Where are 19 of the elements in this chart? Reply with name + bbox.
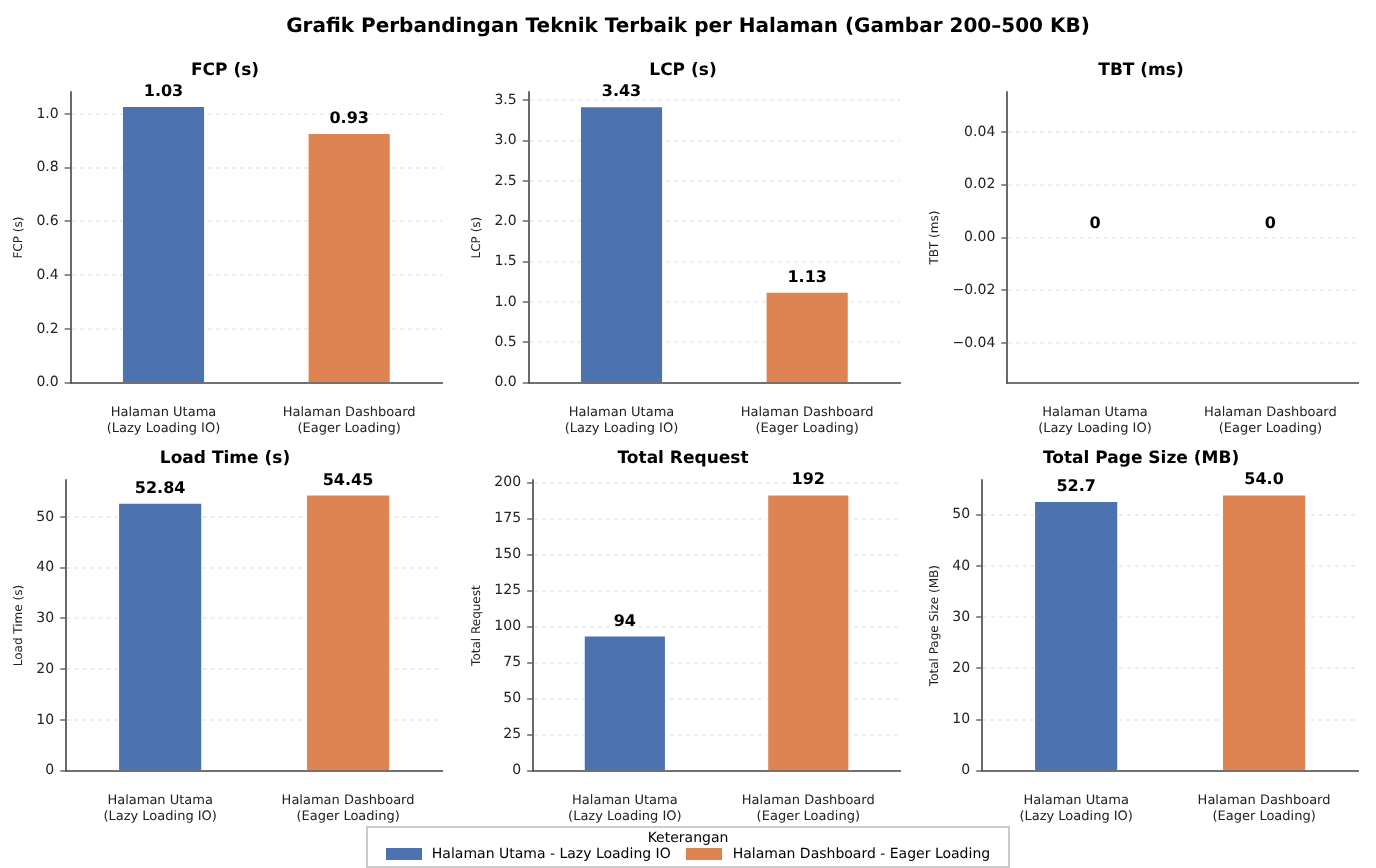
data-label: 94 (613, 611, 637, 630)
data-label: 52.7 (1056, 477, 1096, 496)
chart-title: TBT (ms) (1098, 60, 1184, 81)
data-label: 1.03 (143, 82, 184, 100)
data-label: 0 (1264, 213, 1277, 232)
data-label: 3.43 (601, 82, 642, 101)
data-label: 0.93 (329, 108, 369, 127)
chart-title: Total Page Size (MB) (1042, 448, 1240, 469)
data-label: 0 (1089, 213, 1102, 232)
data-label: 54.0 (1244, 470, 1285, 489)
text: Grafik Perbandingan Teknik Terbaik per Halaman (Gambar 200–500 KB) (284, 16, 1092, 38)
data-label: 1.13 (787, 267, 827, 286)
data-label: 52.84 (134, 478, 187, 497)
chart-title: Load Time (s) (159, 448, 291, 469)
data-label: 192 (791, 470, 825, 489)
chart-title: Total Request (617, 448, 749, 469)
chart-title: FCP (s) (190, 60, 260, 81)
chart-title: LCP (s) (649, 60, 717, 81)
data-label: 54.45 (322, 470, 375, 489)
